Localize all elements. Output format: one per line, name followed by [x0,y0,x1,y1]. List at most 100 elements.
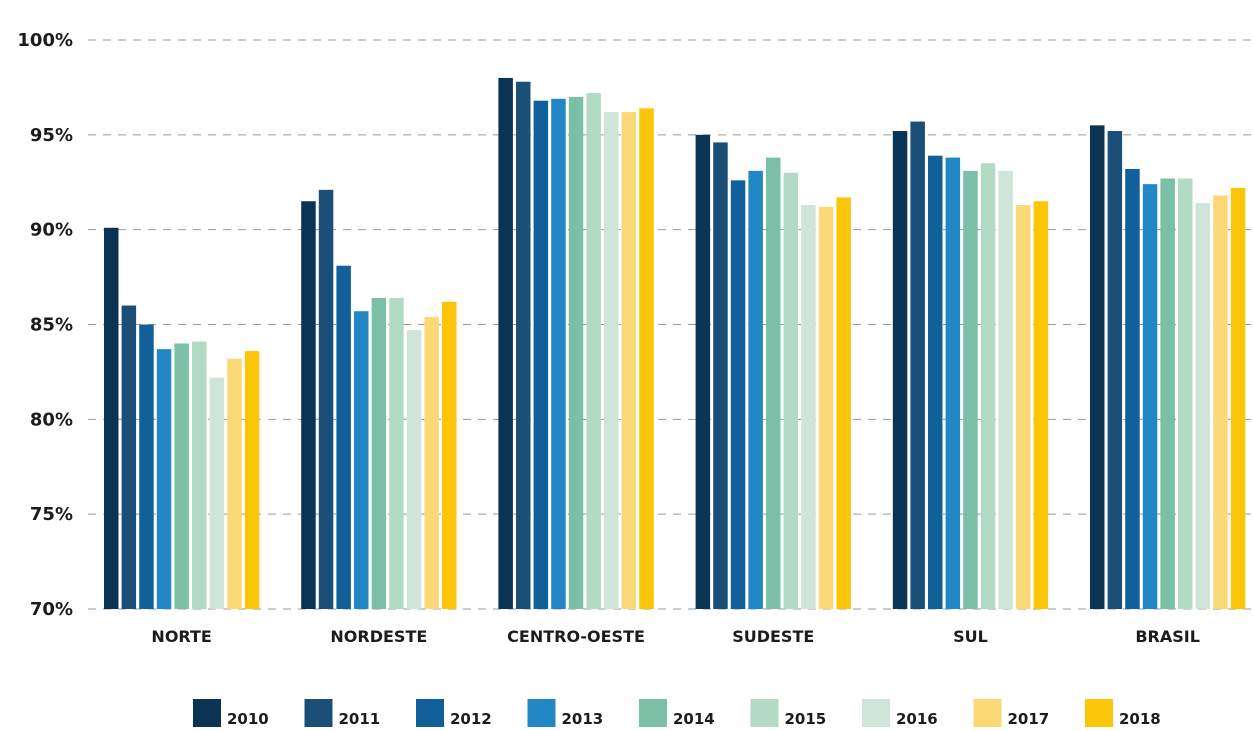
bar-2013-brasil [1142,184,1158,609]
bar-2014-brasil [1160,178,1175,609]
bar-2018-centro-oeste [639,108,654,609]
bar-2015-nordeste [389,297,404,609]
y-tick-label: 80% [30,409,73,430]
legend-swatch [750,699,779,727]
bar-2017-sudeste [818,206,834,609]
legend-swatch [527,699,556,727]
bar-2012-brasil [1125,168,1140,609]
bar-2013-centro-oeste [551,98,566,610]
bar-2010-brasil [1090,125,1105,609]
legend-item-2012: 2012 [416,699,492,728]
bar-2017-centro-oeste [621,112,637,609]
legend-label: 2017 [1008,710,1050,727]
bar-2011-brasil [1107,131,1123,610]
legend-swatch [416,699,444,727]
bar-2018-nordeste [442,301,457,609]
bar-2010-sudeste [695,134,711,610]
y-tick-label: 85% [30,315,73,336]
bar-2010-sul [892,131,908,610]
legend-item-2010: 2010 [193,699,269,728]
bar-2015-centro-oeste [586,93,601,609]
x-tick-label: BRASIL [1135,627,1200,646]
bar-2013-sudeste [748,170,763,609]
bar-2017-norte [227,358,242,609]
legend-label: 2012 [450,710,492,727]
x-tick-label: NORDESTE [330,627,427,646]
y-tick-label: 75% [30,504,73,525]
bar-2014-centro-oeste [568,96,584,609]
y-tick-label: 95% [30,125,73,146]
bar-2015-norte [192,341,207,609]
y-axis-ticks: 70% 75% 80% 85% 90% 95% 100% [17,30,73,620]
legend-item-2018: 2018 [1085,699,1161,728]
bar-2018-norte [244,351,260,609]
bar-2016-norte [209,377,225,609]
bar-2017-brasil [1213,195,1228,609]
bar-2011-nordeste [318,189,334,609]
y-tick-label: 100% [17,30,73,51]
x-tick-label: SUL [953,627,988,646]
legend-item-2016: 2016 [862,699,938,728]
bar-2016-sul [998,170,1013,609]
legend-swatch [973,699,1002,727]
legend-swatch [304,699,333,727]
legend-swatch [1085,699,1113,727]
bar-2017-nordeste [424,316,439,609]
x-tick-label: NORTE [151,627,211,646]
bar-2015-sul [980,163,996,610]
legend-item-2013: 2013 [527,699,604,728]
legend-label: 2013 [562,710,604,727]
bar-2013-sul [945,157,961,610]
bar-2016-centro-oeste [604,112,619,609]
bar-2016-brasil [1195,203,1211,609]
bar-2014-norte [174,343,189,609]
legend-item-2017: 2017 [973,699,1050,728]
legend-swatch [862,699,890,727]
y-tick-label: 90% [30,220,73,241]
bar-2013-nordeste [354,311,369,609]
legend-item-2014: 2014 [639,699,715,728]
bar-2014-sul [963,170,978,609]
bar-2018-sudeste [836,197,851,609]
bar-2018-sul [1033,201,1049,609]
bar-2011-sudeste [713,142,728,610]
bar-2010-centro-oeste [498,77,513,609]
bar-2010-norte [104,227,119,609]
bar-2012-sudeste [730,180,746,609]
gridlines [88,39,1254,610]
x-tick-label: SUDESTE [732,627,814,646]
bar-2014-nordeste [371,297,387,609]
bar-2012-centro-oeste [533,100,549,610]
legend-swatch [193,699,221,727]
bar-2015-sudeste [783,172,799,609]
bar-2016-sudeste [801,205,816,609]
bar-2011-centro-oeste [516,81,531,609]
bar-2011-sul [910,121,925,609]
bar-2014-sudeste [766,157,781,610]
legend-swatch [639,699,667,727]
legend-label: 2016 [896,710,938,727]
bar-2017-sul [1016,205,1031,609]
legend-label: 2011 [339,710,381,727]
bar-2013-norte [156,349,172,609]
bar-2015-brasil [1178,178,1193,609]
legend-item-2011: 2011 [304,699,381,728]
x-tick-label: CENTRO-OESTE [507,627,645,646]
legend-label: 2014 [673,710,715,727]
bar-2012-nordeste [336,265,351,609]
bar-2011-norte [121,305,137,609]
bar-2012-norte [139,324,154,609]
legend-item-2015: 2015 [750,699,827,728]
x-axis-ticks: NORTE NORDESTE CENTRO-OESTE SUDESTE SUL BRASI… [151,627,1200,646]
bar-2016-nordeste [406,330,422,609]
y-tick-label: 70% [30,599,73,620]
bar-2012-sul [928,155,943,610]
bar-2010-nordeste [301,201,316,609]
legend-label: 2018 [1119,710,1161,727]
bar-2018-brasil [1230,187,1246,609]
legend-label: 2010 [227,710,269,727]
legend-label: 2015 [785,710,827,727]
bars [104,77,1246,610]
